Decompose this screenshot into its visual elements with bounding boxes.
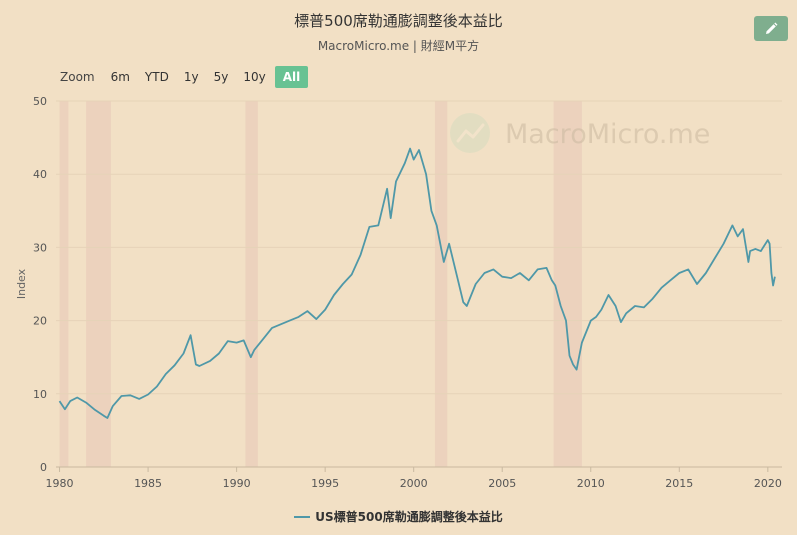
x-tick-label-2005: 2005 bbox=[488, 477, 516, 490]
y-tick-label-10: 10 bbox=[33, 388, 47, 401]
chart-title: 標普500席勒通膨調整後本益比 bbox=[294, 12, 503, 30]
y-axis-title: Index bbox=[15, 268, 28, 299]
chart-subtitle: MacroMicro.me | 財經M平方 bbox=[317, 39, 480, 53]
x-tick-label-1995: 1995 bbox=[311, 477, 339, 490]
watermark-text: MacroMicro.me bbox=[505, 119, 710, 150]
pencil-icon bbox=[766, 22, 778, 34]
x-tick-label-2015: 2015 bbox=[665, 477, 693, 490]
legend[interactable]: US標普500席勒通膨調整後本益比 bbox=[0, 508, 797, 525]
zoom-1y-button[interactable]: 1y bbox=[183, 70, 199, 84]
recession-band-0 bbox=[59, 101, 69, 467]
zoom-10y-button[interactable]: 10y bbox=[243, 70, 266, 84]
recession-band-4 bbox=[553, 101, 582, 467]
legend-label: US標普500席勒通膨調整後本益比 bbox=[315, 510, 503, 524]
x-tick-label-2020: 2020 bbox=[754, 477, 782, 490]
x-tick-label-2000: 2000 bbox=[400, 477, 428, 490]
y-tick-label-0: 0 bbox=[40, 461, 47, 474]
recession-band-2 bbox=[245, 101, 258, 467]
zoom-label: Zoom bbox=[60, 70, 95, 84]
zoom-bar: Zoom 6m YTD 1y 5y 10y All bbox=[60, 66, 311, 88]
watermark-chart-icon bbox=[456, 123, 485, 143]
edit-button[interactable] bbox=[754, 16, 788, 41]
series-line-0 bbox=[58, 147, 776, 419]
x-tick-label-1980: 1980 bbox=[46, 477, 74, 490]
y-tick-label-40: 40 bbox=[33, 168, 47, 181]
zoom-all-button[interactable]: All bbox=[274, 66, 309, 88]
zoom-ytd-button[interactable]: YTD bbox=[144, 70, 169, 84]
x-tick-label-2010: 2010 bbox=[577, 477, 605, 490]
y-tick-label-20: 20 bbox=[33, 315, 47, 328]
zoom-5y-button[interactable]: 5y bbox=[213, 70, 229, 84]
zoom-6m-button[interactable]: 6m bbox=[110, 70, 130, 84]
x-tick-label-1990: 1990 bbox=[223, 477, 251, 490]
watermark: MacroMicro.me bbox=[450, 113, 710, 153]
y-tick-label-50: 50 bbox=[33, 95, 47, 108]
x-tick-label-1985: 1985 bbox=[134, 477, 162, 490]
recession-band-3 bbox=[434, 101, 448, 467]
y-tick-label-30: 30 bbox=[33, 241, 47, 254]
legend-swatch bbox=[294, 515, 311, 518]
